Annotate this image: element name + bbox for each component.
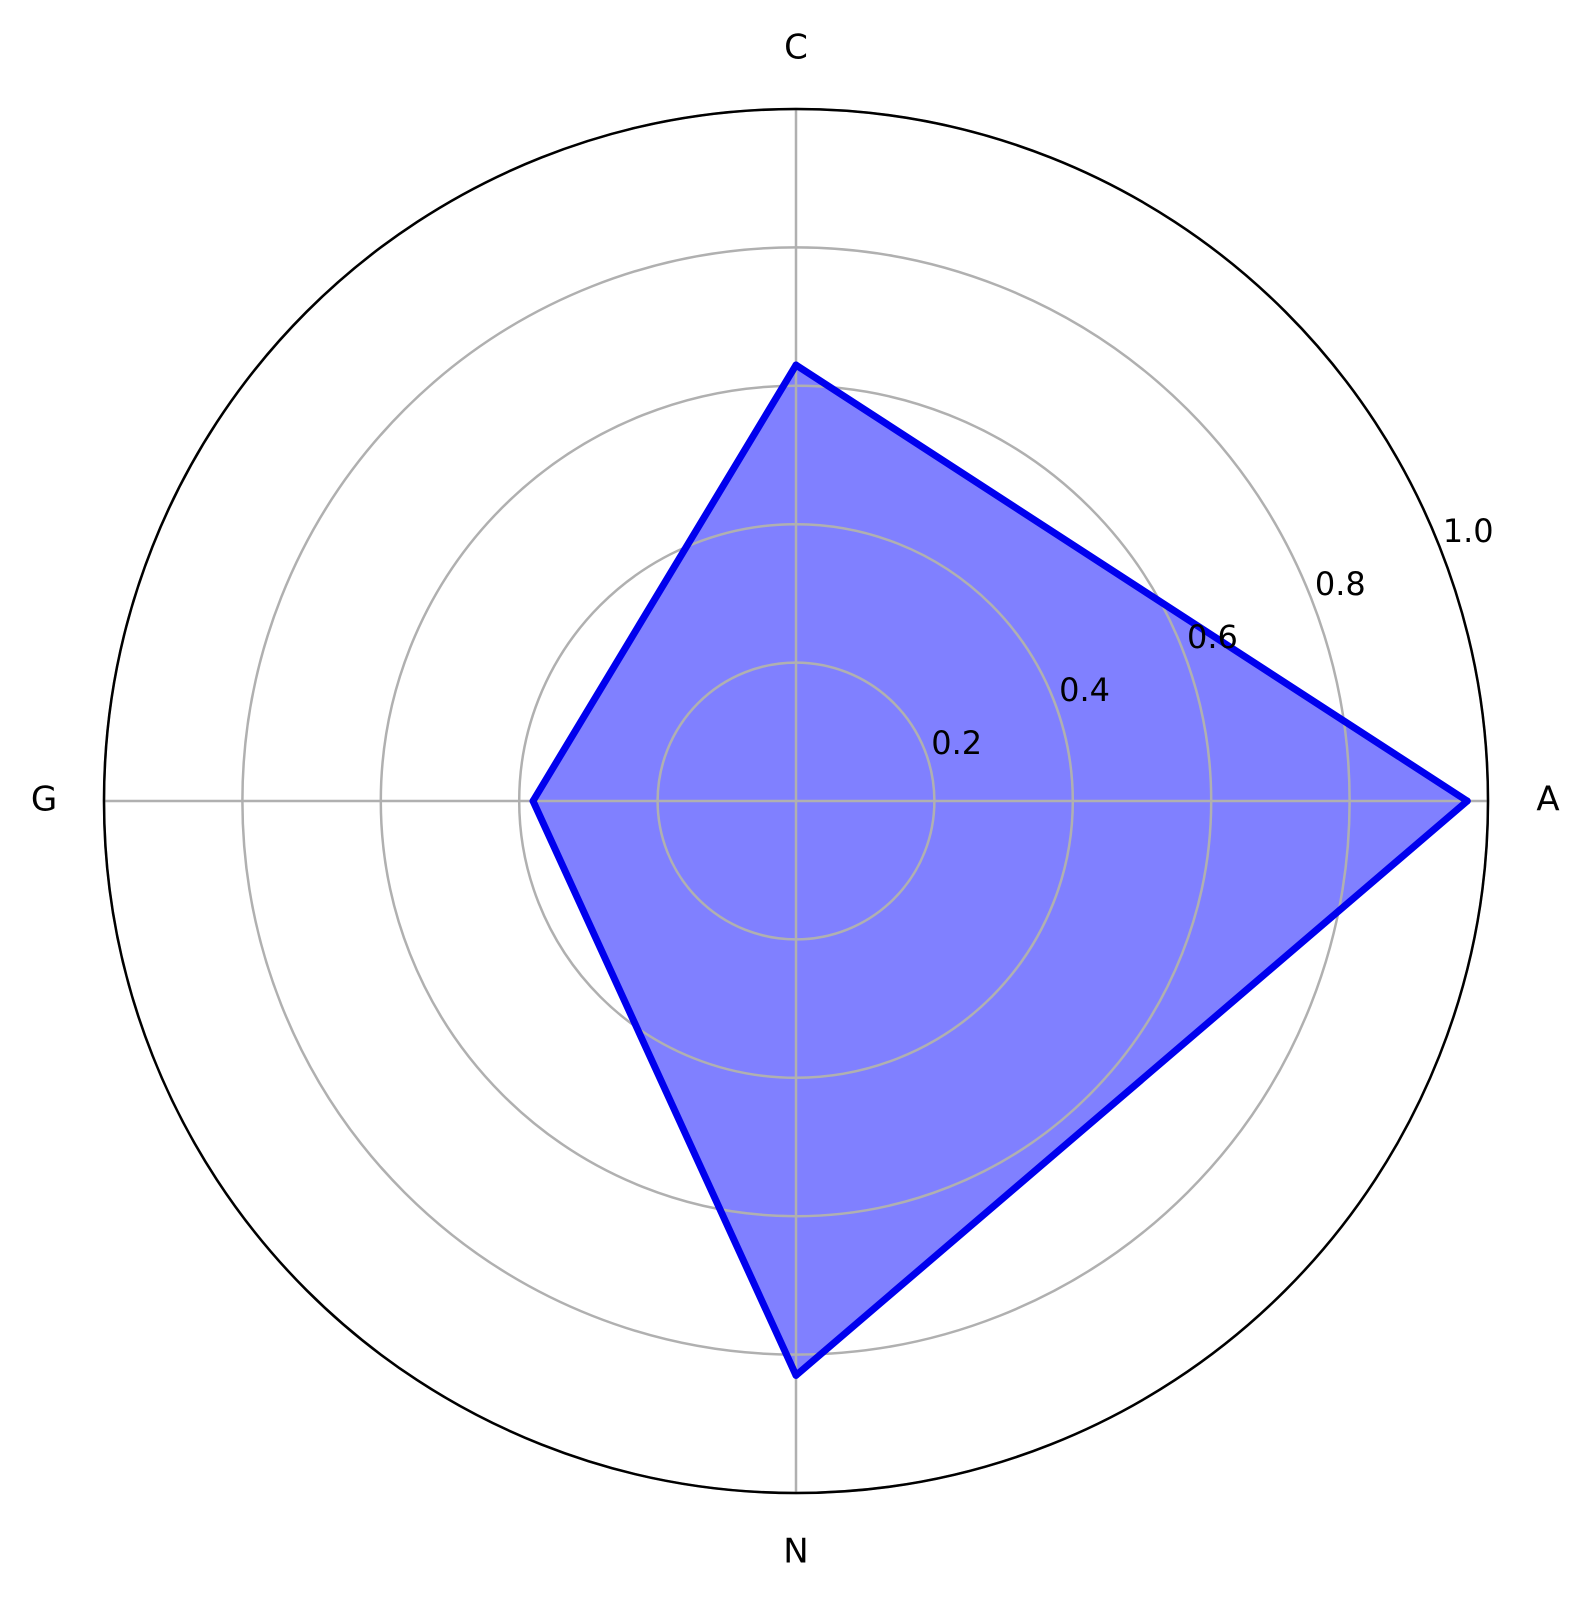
- r-tick-label: 0.4: [1059, 671, 1110, 709]
- r-tick-label: 0.6: [1187, 618, 1238, 656]
- category-label-G: G: [31, 780, 57, 820]
- label-layer: 0.2 0.4 0.6 0.8 1.0 A C G N: [31, 28, 1560, 1572]
- data-point-A: [1463, 797, 1471, 805]
- r-tick-label: 1.0: [1443, 512, 1494, 550]
- r-tick-label: 0.2: [931, 724, 982, 762]
- category-label-A: A: [1536, 780, 1559, 820]
- polar-spine: [102, 107, 1490, 1495]
- data-point-G: [529, 797, 537, 805]
- fill-layer: [533, 365, 1468, 1376]
- series-fill-area: [533, 365, 1468, 1376]
- data-point-C: [792, 361, 800, 369]
- grid-layer: [102, 107, 1490, 1495]
- r-tick-label: 0.8: [1315, 565, 1366, 603]
- category-label-N: N: [783, 1532, 808, 1572]
- data-point-N: [792, 1371, 800, 1379]
- spine-layer: [102, 107, 1490, 1495]
- category-label-C: C: [784, 28, 808, 68]
- series-layer: [529, 361, 1471, 1379]
